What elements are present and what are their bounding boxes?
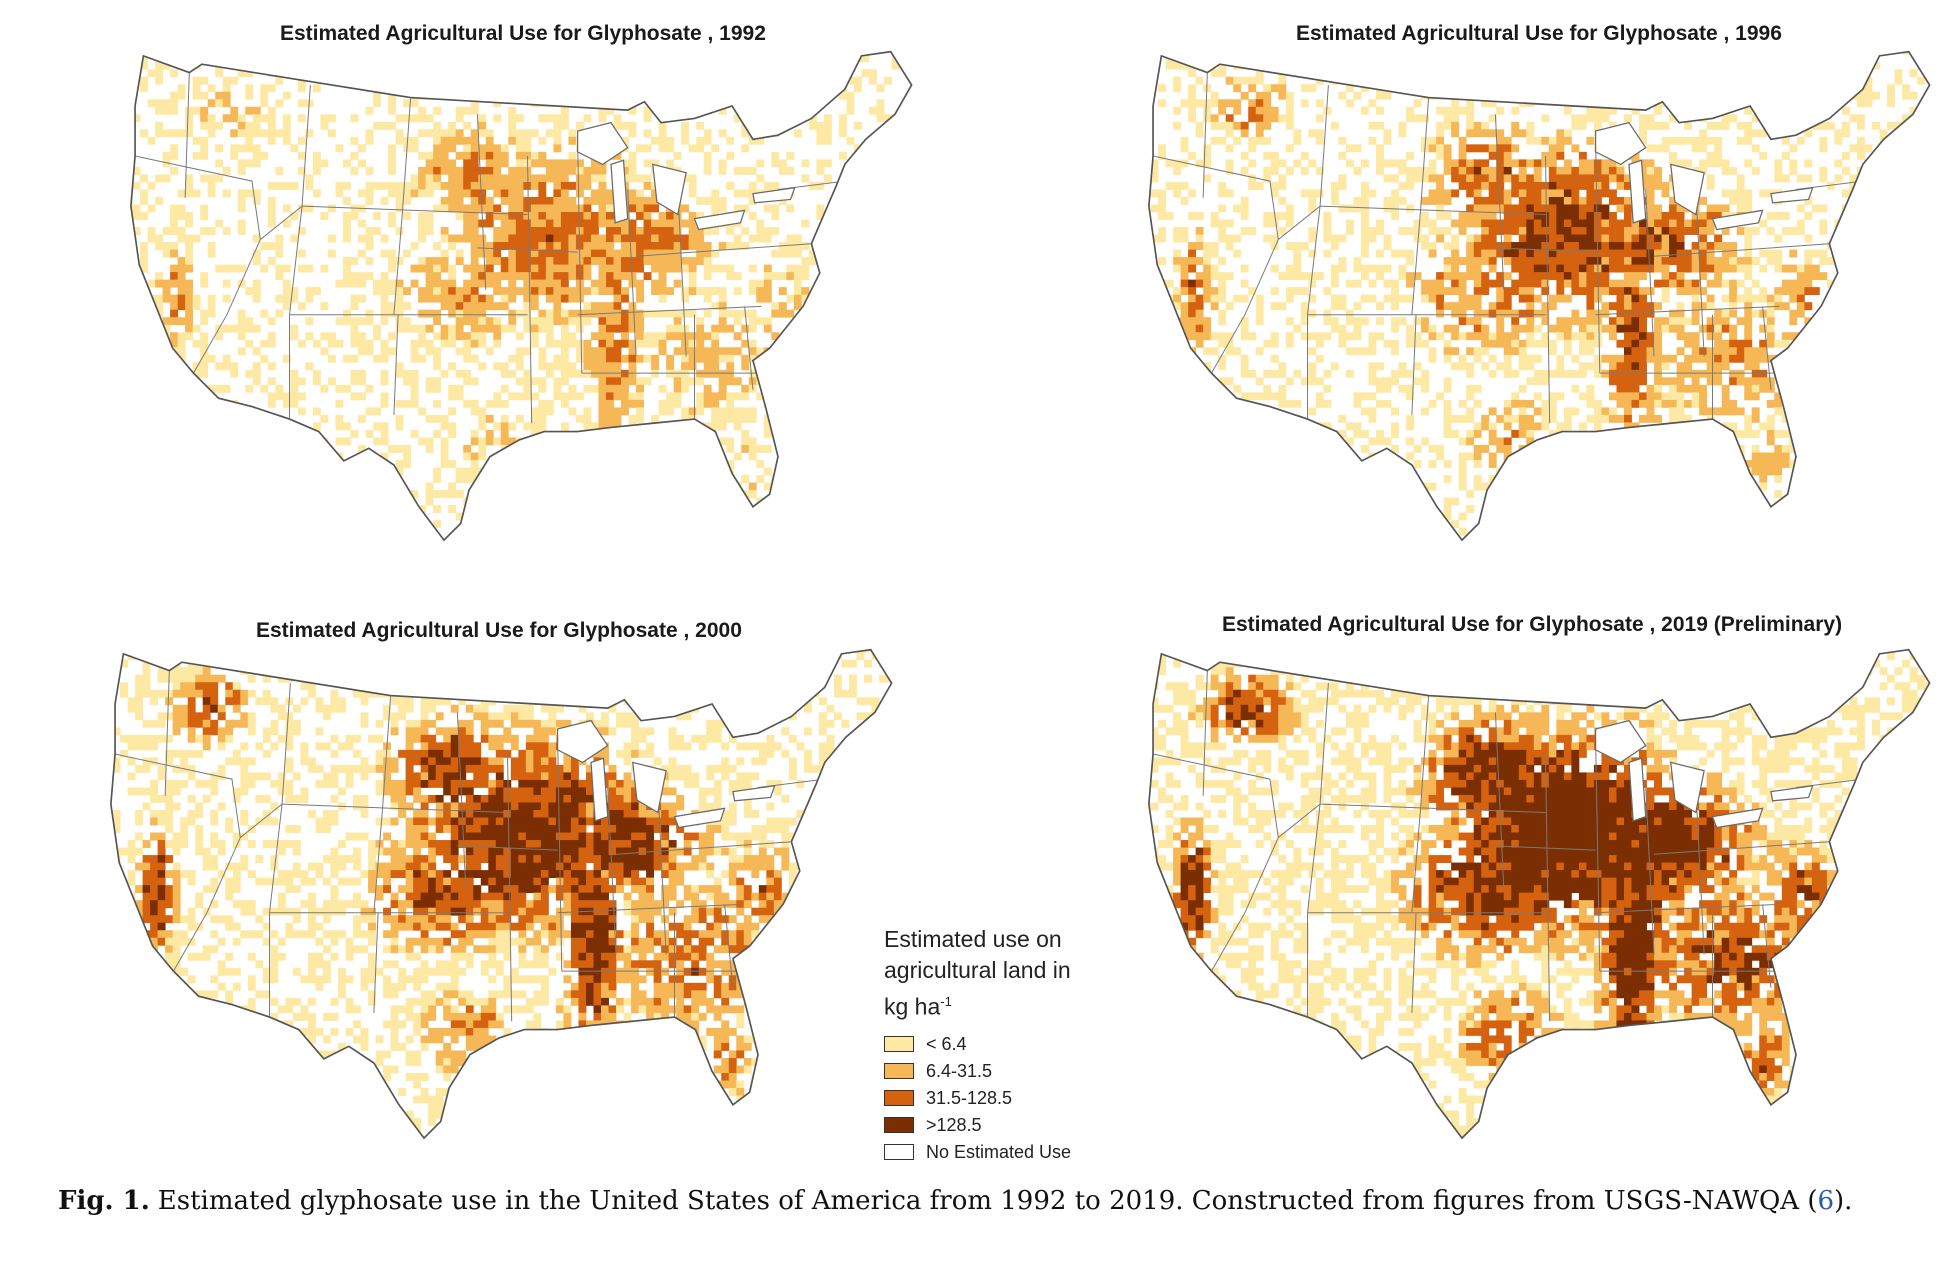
us-outline: [110, 648, 893, 1140]
legend-item: 31.5-128.5: [884, 1085, 1104, 1112]
us-outline: [1148, 50, 1931, 542]
great-lake: [1594, 719, 1647, 764]
map-title-2019: Estimated Agricultural Use for Glyphosat…: [1222, 613, 1843, 636]
figure-label: Fig. 1.: [58, 1186, 150, 1216]
legend-item: >128.5: [884, 1112, 1104, 1139]
great-lake: [632, 761, 667, 814]
great-lake: [1628, 159, 1647, 224]
great-lake: [610, 159, 629, 224]
map-title-1996: Estimated Agricultural Use for Glyphosat…: [1296, 22, 1782, 45]
us-outline: [1148, 648, 1931, 1140]
us-map-1996: [1148, 50, 1931, 542]
legend-unit: kg ha: [884, 993, 941, 1020]
us-map-1992: [130, 50, 913, 542]
great-lake: [1628, 757, 1647, 822]
figure-caption: Fig. 1. Estimated glyphosate use in the U…: [58, 1186, 1852, 1216]
great-lake: [576, 121, 629, 166]
state-borders: [1152, 72, 1863, 424]
great-lake: [1770, 187, 1814, 204]
state-borders: [114, 670, 825, 1022]
great-lake: [1670, 761, 1705, 814]
legend-label: 31.5-128.5: [926, 1087, 1013, 1108]
reference-link[interactable]: 6: [1817, 1186, 1835, 1216]
legend-title-line3: kg ha-1: [884, 986, 1104, 1023]
legend-label: 6.4-31.5: [926, 1060, 993, 1081]
great-lake: [1594, 121, 1647, 166]
map-title-1992: Estimated Agricultural Use for Glyphosat…: [280, 22, 766, 45]
map-legend: Estimated use on agricultural land in kg…: [884, 924, 1104, 1166]
map-title-2000: Estimated Agricultural Use for Glyphosat…: [256, 619, 742, 642]
legend-title: Estimated use on agricultural land in kg…: [884, 924, 1104, 1023]
legend-item: No Estimated Use: [884, 1139, 1104, 1166]
great-lake: [673, 807, 726, 829]
great-lake: [556, 719, 609, 764]
great-lake: [752, 187, 796, 204]
us-map-2019: [1148, 648, 1931, 1140]
caption-end: ).: [1834, 1186, 1853, 1216]
legend-swatch: [884, 1036, 914, 1053]
legend-unit-exponent: -1: [940, 994, 952, 1009]
great-lake: [1711, 209, 1764, 231]
great-lake: [693, 209, 746, 231]
legend-item: < 6.4: [884, 1031, 1104, 1058]
caption-text: Estimated glyphosate use in the United S…: [157, 1186, 1818, 1216]
us-map-2000: [110, 648, 893, 1140]
legend-title-line1: Estimated use on: [884, 926, 1062, 952]
legend-swatch: [884, 1063, 914, 1080]
us-outline: [130, 50, 913, 542]
great-lake: [1770, 785, 1814, 802]
legend-label: No Estimated Use: [926, 1141, 1072, 1162]
state-borders: [134, 72, 845, 424]
legend-label: >128.5: [926, 1114, 982, 1135]
legend-label: < 6.4: [926, 1033, 967, 1054]
great-lake: [732, 785, 776, 802]
legend-item: 6.4-31.5: [884, 1058, 1104, 1085]
great-lake: [1711, 807, 1764, 829]
great-lake: [652, 163, 687, 216]
legend-swatch: [884, 1090, 914, 1107]
legend-swatch: [884, 1144, 914, 1161]
great-lake: [1670, 163, 1705, 216]
great-lake: [590, 757, 609, 822]
legend-title-line2: agricultural land in: [884, 957, 1071, 983]
legend-swatch: [884, 1117, 914, 1134]
